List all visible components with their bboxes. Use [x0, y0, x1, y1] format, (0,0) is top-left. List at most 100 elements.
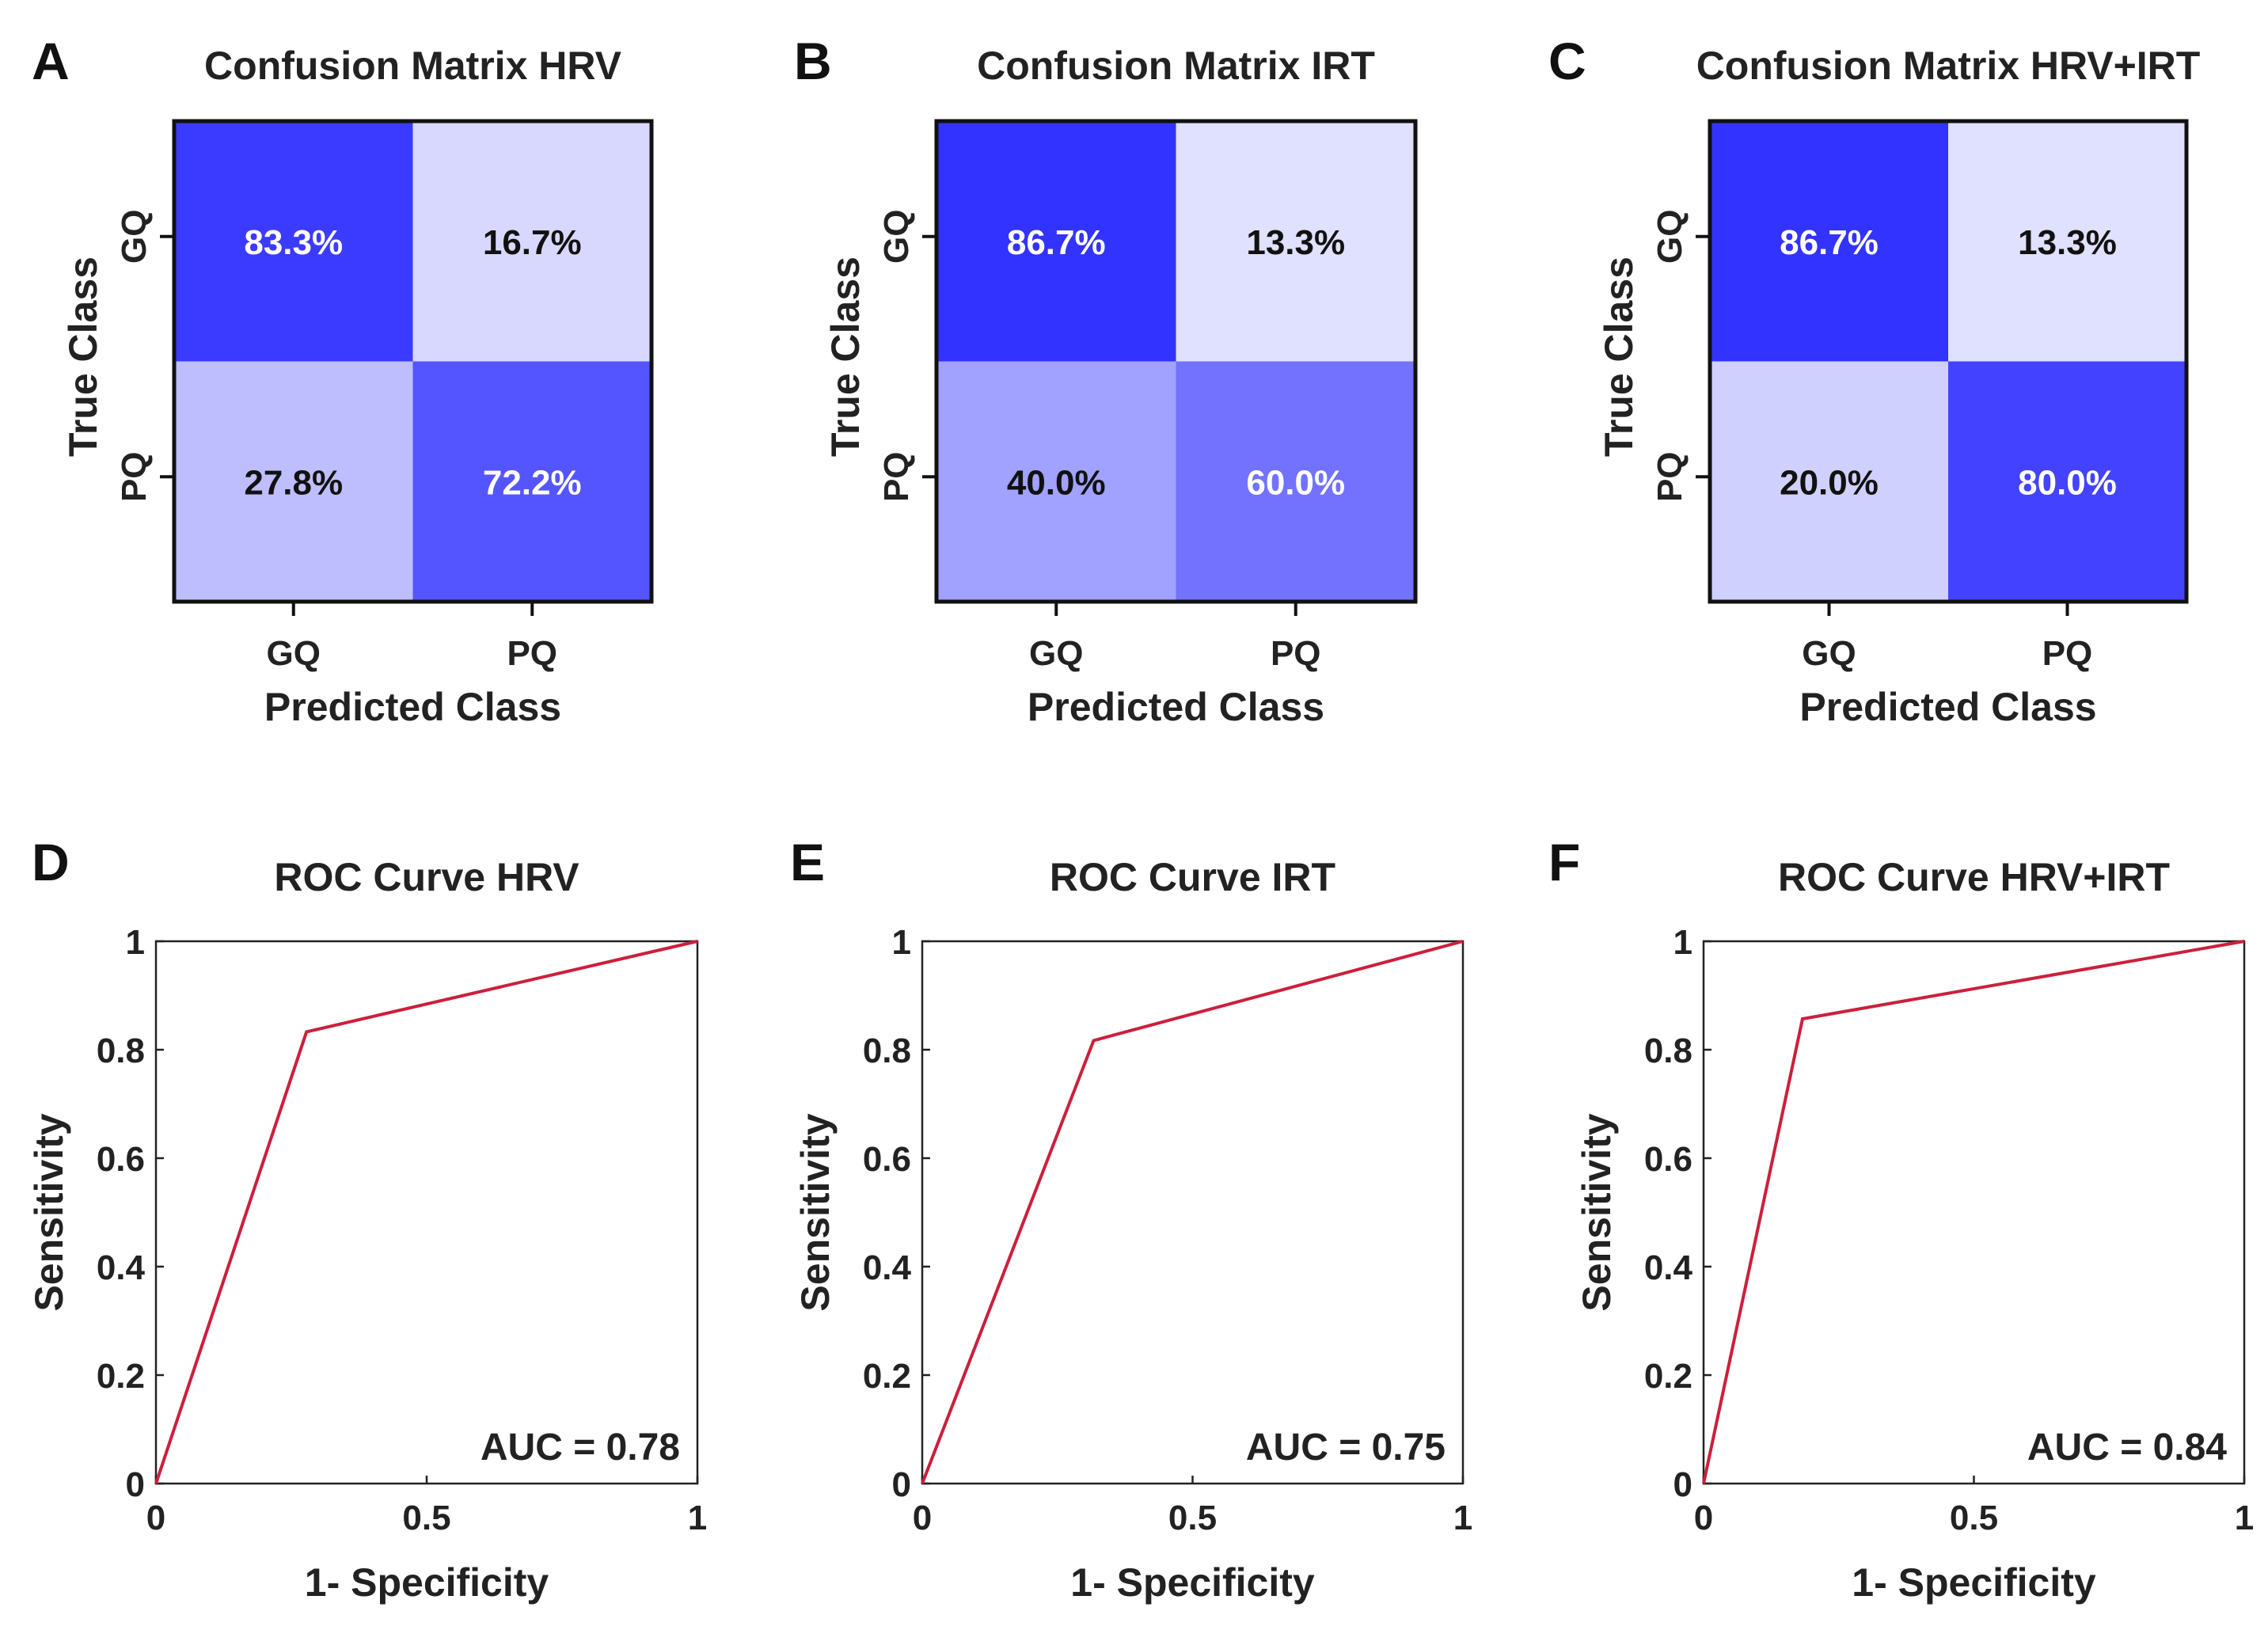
y-tick-label: 0.8 — [97, 1032, 145, 1070]
chart-title: Confusion Matrix IRT — [977, 44, 1375, 88]
x-tick-label: 1 — [1453, 1499, 1472, 1537]
x-axis-label: 1- Specificity — [305, 1560, 549, 1605]
x-tick-label: 1 — [2235, 1499, 2254, 1537]
y-tick-label: GQ — [1651, 210, 1689, 264]
matrix-cell — [1948, 361, 2186, 602]
roc-curve-line — [921, 940, 1464, 1484]
auc-annotation: AUC = 0.84 — [2027, 1427, 2227, 1469]
matrix-cell — [1710, 121, 1948, 362]
auc-annotation: AUC = 0.78 — [481, 1427, 680, 1469]
x-tick-label: 0 — [146, 1499, 165, 1537]
y-tick-label: 0 — [126, 1465, 145, 1504]
matrix-cell — [936, 361, 1176, 602]
y-tick-label: 0.6 — [1644, 1140, 1692, 1179]
panel-letter: E — [790, 833, 825, 891]
matrix-cell — [412, 361, 652, 602]
matrix-frame — [1708, 119, 2189, 604]
confusion-matrix-a: A Confusion Matrix HRV 83.3% 16.7% 27.8% 72.2… — [32, 32, 654, 729]
y-tick-label: 1 — [1673, 923, 1692, 962]
roc-curve-line — [1702, 940, 2245, 1484]
cell-value: 86.7% — [1007, 223, 1106, 262]
cell-value: 86.7% — [1780, 223, 1879, 262]
matrix-cell — [174, 361, 413, 602]
x-tick-label: GQ — [1802, 634, 1856, 673]
chart-title: Confusion Matrix HRV — [204, 44, 622, 88]
y-tick-label: 0.8 — [1644, 1032, 1692, 1070]
matrix-cell — [412, 121, 652, 362]
y-tick-label: PQ — [877, 451, 916, 502]
x-tick-label: 0.5 — [1168, 1499, 1217, 1537]
x-tick-label: PQ — [2042, 634, 2093, 673]
y-tick-label: 0.2 — [863, 1357, 911, 1396]
y-tick-label: 1 — [892, 923, 911, 962]
plot-frame — [154, 940, 699, 1485]
cell-value: 13.3% — [2018, 223, 2117, 262]
cell-value: 27.8% — [244, 463, 343, 502]
y-axis-label: True Class — [61, 256, 105, 457]
matrix-cell — [1948, 121, 2186, 362]
y-axis-label: Sensitivity — [27, 1113, 71, 1311]
x-tick-label: 0.5 — [402, 1499, 450, 1537]
x-tick-label: GQ — [267, 634, 321, 673]
panel-letter: F — [1548, 833, 1580, 891]
matrix-cell — [1176, 121, 1415, 362]
y-tick-label: 0.6 — [97, 1140, 145, 1179]
y-tick-label: 0.8 — [863, 1032, 911, 1070]
roc-chart-d: D ROC Curve HRV 0 0.5 1 1- Specificity 0 0.2 0.4… — [27, 833, 707, 1605]
chart-title: ROC Curve IRT — [1050, 855, 1335, 899]
x-axis-label: 1- Specificity — [1852, 1560, 2096, 1605]
y-tick-label: 0.6 — [863, 1140, 911, 1179]
x-tick-label: 0 — [913, 1499, 932, 1537]
y-tick-label: 1 — [126, 923, 145, 962]
y-tick-label: 0 — [1673, 1465, 1692, 1504]
x-axis-label: Predicted Class — [1028, 685, 1324, 729]
x-axis-label: Predicted Class — [264, 685, 561, 729]
y-tick-label: 0.4 — [1644, 1248, 1693, 1287]
x-axis-label: 1- Specificity — [1070, 1560, 1315, 1605]
x-tick-label: 1 — [688, 1499, 707, 1537]
cell-value: 40.0% — [1007, 463, 1106, 502]
y-axis-label: True Class — [823, 256, 868, 457]
panel-letter: A — [32, 32, 70, 90]
y-tick-label: 0.4 — [863, 1248, 912, 1287]
matrix-cell — [936, 121, 1176, 362]
matrix-cell — [1710, 361, 1948, 602]
y-axis-label: Sensitivity — [1575, 1113, 1619, 1311]
cell-value: 16.7% — [483, 223, 582, 262]
cell-value: 83.3% — [244, 223, 343, 262]
y-tick-label: PQ — [1651, 451, 1689, 502]
cell-value: 72.2% — [483, 463, 582, 502]
plot-frame — [921, 940, 1465, 1485]
y-tick-label: 0.2 — [1644, 1357, 1692, 1396]
matrix-frame — [934, 119, 1418, 604]
panel-letter: D — [32, 833, 70, 891]
chart-title: ROC Curve HRV — [274, 855, 579, 899]
x-tick-label: 0.5 — [1950, 1499, 1998, 1537]
roc-chart-f: F ROC Curve HRV+IRT 0 0.5 1 1- Specificity 0 0.… — [1548, 833, 2254, 1605]
panel-letter: B — [794, 32, 832, 90]
confusion-matrix-b: B Confusion Matrix IRT 86.7% 13.3% 40.0% 60.0… — [794, 32, 1418, 729]
cell-value: 60.0% — [1246, 463, 1345, 502]
x-tick-label: PQ — [1271, 634, 1321, 673]
roc-curve-line — [154, 940, 698, 1484]
matrix-cell — [1176, 361, 1415, 602]
y-axis-label: Sensitivity — [793, 1113, 838, 1311]
plot-frame — [1702, 940, 2246, 1485]
x-axis-label: Predicted Class — [1799, 685, 2096, 729]
y-tick-label: 0.4 — [97, 1248, 146, 1287]
roc-chart-e: E ROC Curve IRT 0 0.5 1 1- Specificity 0 0.2 0.4… — [790, 833, 1472, 1605]
cell-value: 80.0% — [2018, 463, 2117, 502]
y-tick-label: 0 — [892, 1465, 911, 1504]
y-tick-label: GQ — [115, 210, 154, 264]
y-tick-label: 0.2 — [97, 1357, 145, 1396]
y-tick-label: PQ — [115, 451, 154, 502]
x-tick-label: PQ — [507, 634, 557, 673]
y-tick-label: GQ — [877, 210, 916, 264]
chart-title: Confusion Matrix HRV+IRT — [1696, 44, 2201, 88]
y-axis-label: True Class — [1597, 256, 1641, 457]
confusion-matrix-c: C Confusion Matrix HRV+IRT 86.7% 13.3% 20.0%… — [1548, 32, 2200, 729]
cell-value: 20.0% — [1780, 463, 1879, 502]
x-tick-label: 0 — [1694, 1499, 1713, 1537]
matrix-cell — [174, 121, 413, 362]
